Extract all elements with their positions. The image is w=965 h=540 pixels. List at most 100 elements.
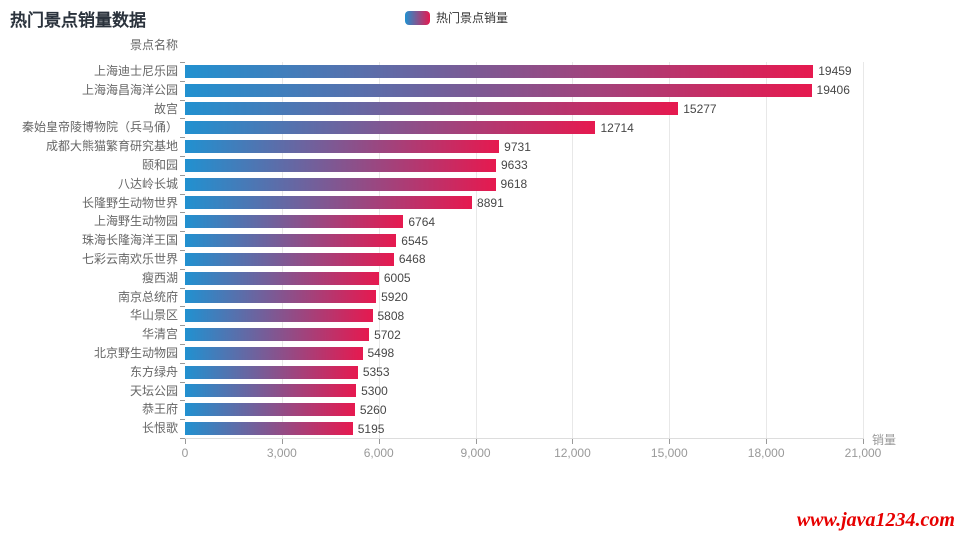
bar-row: 5498 [185,344,863,363]
category-label: 长恨歌 [141,421,178,436]
y-axis-tick [180,419,185,421]
bar-row: 15277 [185,100,863,119]
x-axis-tick [863,439,864,444]
bar-row: 6468 [185,250,863,269]
y-axis-tick [180,400,185,402]
value-label: 5195 [357,421,385,436]
y-axis-tick [180,344,185,345]
bar[interactable] [185,346,363,360]
x-axis-tick [378,439,380,444]
chart-title: 热门景点销量数据 [10,11,146,30]
category-label: 东方绿舟 [129,364,178,379]
y-axis-tick [180,306,185,308]
y-axis-labels: 上海迪士尼乐园 上海海昌海洋公园 故宫 秦始皇帝陵博物院（兵马俑） 成都大熊猫繁育研究基… [0,62,178,438]
bar[interactable] [185,140,500,154]
x-axis-line [185,438,864,439]
bar[interactable] [185,403,355,417]
category-label: 上海海昌海洋公园 [81,82,178,97]
y-axis-name: 景点名称 [129,38,178,52]
value-label: 5300 [361,383,388,398]
y-axis-tick [180,156,185,157]
grid-line [766,62,768,438]
y-axis-tick [180,325,185,327]
grid-line [378,62,380,438]
bar-row: 5300 [185,382,863,401]
bar[interactable] [185,384,357,398]
value-label: 6468 [398,252,426,267]
x-axis-tick [766,439,768,444]
bar-row: 12714 [185,118,863,137]
legend-item[interactable]: 热门景点销量 [405,9,508,26]
bar-row: 5702 [185,325,863,344]
grid-line [475,62,477,438]
bar[interactable] [185,83,812,97]
x-tick-label: 6,000 [363,446,394,460]
bar[interactable] [185,290,377,304]
bar[interactable] [185,102,679,116]
category-label: 故宫 [153,101,178,116]
x-tick-label: 0 [181,446,189,460]
bar[interactable] [185,215,404,229]
bar[interactable] [185,158,496,172]
x-tick-label: 9,000 [460,446,491,460]
bar-row: 5808 [185,306,863,325]
bar[interactable] [185,234,397,248]
legend-label: 热门景点销量 [436,11,509,25]
bar[interactable] [185,64,814,78]
category-label: 华清宫 [141,327,178,342]
x-axis-tick [669,439,671,444]
value-label: 8891 [477,195,504,210]
bar[interactable] [185,121,596,135]
y-axis-tick [180,287,185,289]
bar[interactable] [185,177,496,191]
x-tick-label: 12,000 [554,446,591,460]
category-label: 华山景区 [129,308,178,323]
bar-row: 9618 [185,175,863,194]
bar[interactable] [185,365,358,379]
bar[interactable] [185,309,373,323]
y-axis-tick [180,118,185,120]
value-label: 15277 [683,101,717,116]
category-label: 恭王府 [141,402,178,417]
bar-row: 19459 [185,62,863,81]
bar-row: 19406 [185,81,863,100]
value-label: 5260 [359,402,387,417]
bar[interactable] [185,271,379,285]
plot-area: 19459 19406 15277 12714 9731 9633 9618 8891 6764… [185,62,864,438]
category-label: 长隆野生动物世界 [81,195,178,210]
category-label: 颐和园 [141,158,178,172]
bar[interactable] [185,328,370,342]
category-label: 秦始皇帝陵博物院（兵马俑） [21,120,178,135]
value-label: 6005 [383,271,411,286]
y-axis-tick [180,231,185,233]
y-axis-tick [180,99,185,101]
bar-row: 9731 [185,137,863,156]
value-label: 5920 [381,289,408,304]
bar-row: 6005 [185,269,863,288]
value-label: 6545 [401,233,428,248]
bar[interactable] [185,422,353,436]
legend-marker-icon [405,10,430,25]
value-label: 5808 [377,308,405,323]
y-axis-tick [180,438,185,439]
value-label: 5498 [367,346,395,361]
y-axis-tick [180,268,185,270]
y-axis-tick [180,193,185,195]
category-label: 上海迪士尼乐园 [93,64,178,78]
y-axis-tick [180,174,185,176]
category-label: 七彩云南欢乐世界 [81,252,178,266]
bar[interactable] [185,196,473,210]
x-tick-label: 18,000 [747,446,785,460]
y-axis-tick [180,80,185,82]
x-axis-tick [185,439,186,444]
value-label: 9633 [501,158,528,173]
y-axis-tick [180,250,185,251]
x-axis-tick [475,439,477,444]
bar[interactable] [185,252,394,266]
y-axis-tick [180,381,185,383]
value-label: 5353 [362,365,390,380]
value-label: 6764 [408,214,436,229]
bar-row: 5353 [185,363,863,382]
category-label: 北京野生动物园 [93,346,178,360]
